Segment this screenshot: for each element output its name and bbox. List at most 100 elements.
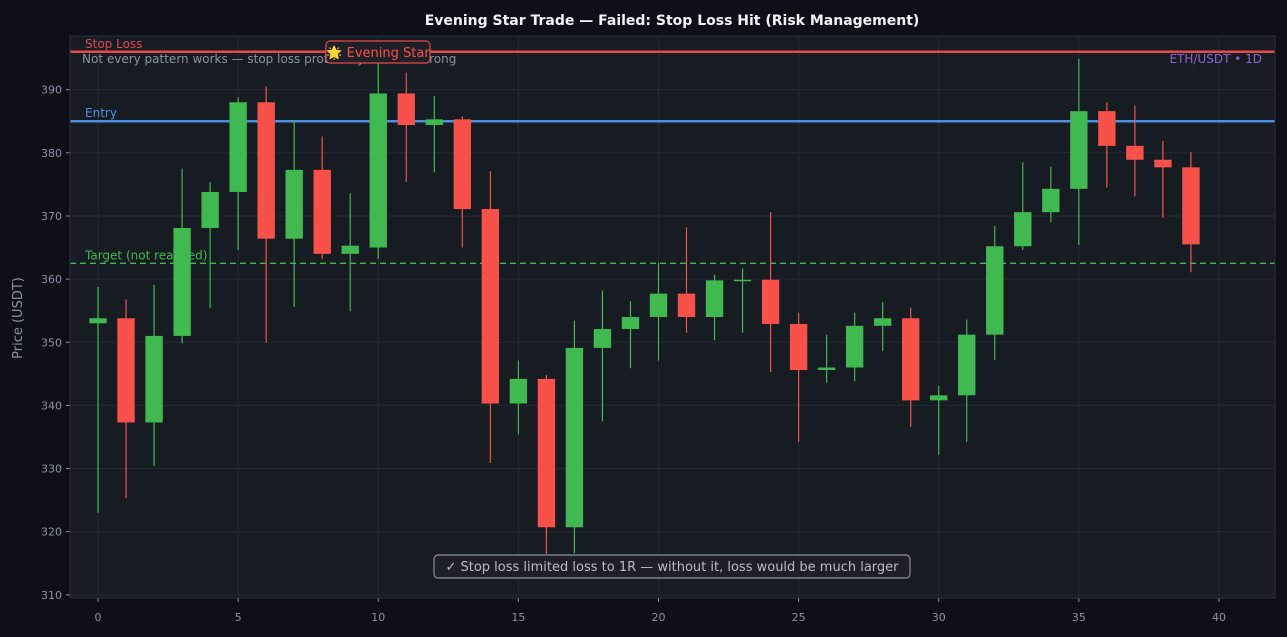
level-label: Stop Loss	[85, 37, 142, 51]
y-tick-label: 310	[41, 589, 62, 602]
y-tick-label: 360	[41, 273, 62, 286]
candle-body	[509, 378, 528, 404]
x-tick-label: 0	[95, 611, 102, 624]
candle-body	[958, 334, 976, 396]
level-label: Entry	[85, 106, 117, 120]
candle-body	[873, 318, 892, 326]
candle	[369, 59, 387, 259]
candle	[817, 334, 836, 383]
candle-body	[397, 93, 415, 126]
candle	[341, 193, 359, 312]
candle-body	[1154, 159, 1172, 168]
candle	[89, 286, 107, 513]
candle	[117, 299, 135, 499]
candle	[425, 95, 443, 173]
candle	[1098, 102, 1116, 188]
candle-body	[1014, 212, 1032, 247]
candle-body	[733, 279, 752, 282]
candle-body	[1182, 167, 1200, 245]
y-tick-label: 320	[41, 526, 62, 539]
candle-body	[930, 395, 948, 401]
x-tick-label: 25	[792, 611, 806, 624]
candle	[958, 319, 976, 443]
x-tick-label: 20	[651, 611, 665, 624]
candle-body	[705, 280, 724, 317]
candle-body	[845, 325, 864, 368]
candle-body	[341, 245, 359, 254]
candle-body	[1070, 111, 1088, 189]
y-axis-label: Price (USDT)	[11, 277, 26, 359]
candle	[229, 97, 247, 251]
candle	[173, 168, 191, 344]
candle	[313, 136, 331, 259]
candle-body	[677, 293, 696, 317]
y-tick-label: 380	[41, 147, 62, 160]
candle-body	[537, 378, 556, 528]
candle	[1070, 58, 1088, 246]
candle-body	[649, 293, 668, 317]
candle-body	[593, 328, 612, 348]
candle-body	[173, 227, 191, 336]
candle	[1182, 152, 1200, 273]
candle	[621, 301, 640, 369]
candle	[285, 120, 303, 307]
x-tick-label: 40	[1212, 611, 1226, 624]
symbol-label: ETH/USDT • 1D	[1169, 52, 1262, 66]
plot-frame	[69, 35, 1276, 599]
candle-body	[453, 119, 472, 210]
candle	[677, 227, 696, 333]
candle-body	[565, 347, 584, 528]
candle-body	[285, 169, 303, 239]
x-tick-label: 35	[1072, 611, 1086, 624]
bottom-note: ✓ Stop loss limited loss to 1R — without…	[445, 560, 899, 575]
candle-body	[201, 191, 219, 228]
candle-body	[817, 367, 836, 371]
candle-body	[902, 318, 920, 401]
chart-title: Evening Star Trade — Failed: Stop Loss H…	[425, 13, 920, 29]
bottom-note-box: ✓ Stop loss limited loss to 1R — without…	[433, 554, 911, 579]
candle-body	[481, 209, 500, 404]
candle-body	[789, 323, 808, 371]
candle-body	[145, 335, 163, 423]
candle	[565, 320, 584, 554]
candle-body	[761, 279, 780, 324]
candle	[145, 284, 163, 467]
candle	[845, 312, 864, 382]
candle	[930, 385, 948, 455]
candle	[537, 375, 556, 554]
candle-body	[313, 169, 331, 254]
candles	[89, 58, 1200, 554]
axes: 310 320 330 340 350 360 370 380 390 0 5 10 15 20 25 30 3…	[41, 35, 1276, 624]
candle	[481, 171, 500, 463]
candle	[1042, 166, 1060, 223]
candle-body	[229, 102, 247, 192]
x-tick-label: 15	[511, 611, 525, 624]
candle	[761, 212, 780, 372]
candle	[509, 360, 528, 435]
candle-body	[425, 119, 443, 126]
candle	[733, 268, 752, 333]
candle	[705, 274, 724, 341]
candle	[593, 290, 612, 422]
candle-body	[986, 246, 1004, 335]
candle	[649, 262, 668, 361]
candle-body	[1098, 111, 1116, 146]
y-tick-label: 340	[41, 399, 62, 412]
pattern-label: 🌟 Evening Star	[326, 45, 430, 61]
candle-body	[89, 318, 107, 324]
candle	[453, 116, 472, 248]
candle-body	[1042, 188, 1060, 213]
candle	[789, 312, 808, 443]
candle-body	[1126, 145, 1144, 160]
x-tick-label: 10	[371, 611, 385, 624]
y-tick-label: 330	[41, 463, 62, 476]
y-tick-label: 350	[41, 336, 62, 349]
candle	[1154, 140, 1172, 218]
x-tick-label: 30	[932, 611, 946, 624]
candle-body	[257, 102, 275, 239]
candle-body	[369, 93, 387, 248]
candle	[1014, 162, 1032, 251]
candle	[873, 301, 892, 352]
candle-body	[621, 317, 640, 329]
